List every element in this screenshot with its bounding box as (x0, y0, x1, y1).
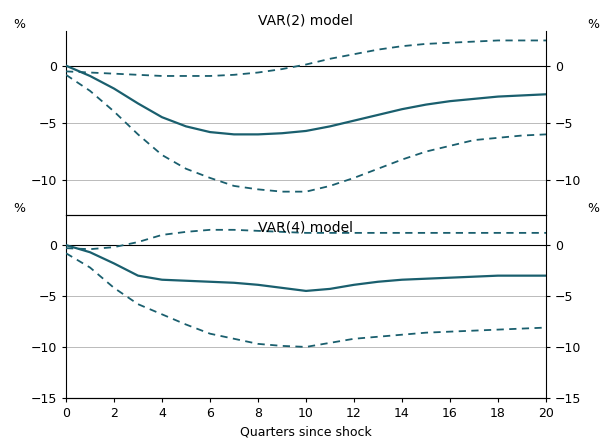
Text: VAR(4) model: VAR(4) model (259, 220, 353, 234)
Text: %: % (13, 18, 25, 31)
Text: VAR(2) model: VAR(2) model (259, 13, 353, 28)
X-axis label: Quarters since shock: Quarters since shock (240, 426, 372, 439)
Text: %: % (13, 202, 25, 215)
Text: %: % (587, 202, 599, 215)
Text: %: % (587, 18, 599, 31)
